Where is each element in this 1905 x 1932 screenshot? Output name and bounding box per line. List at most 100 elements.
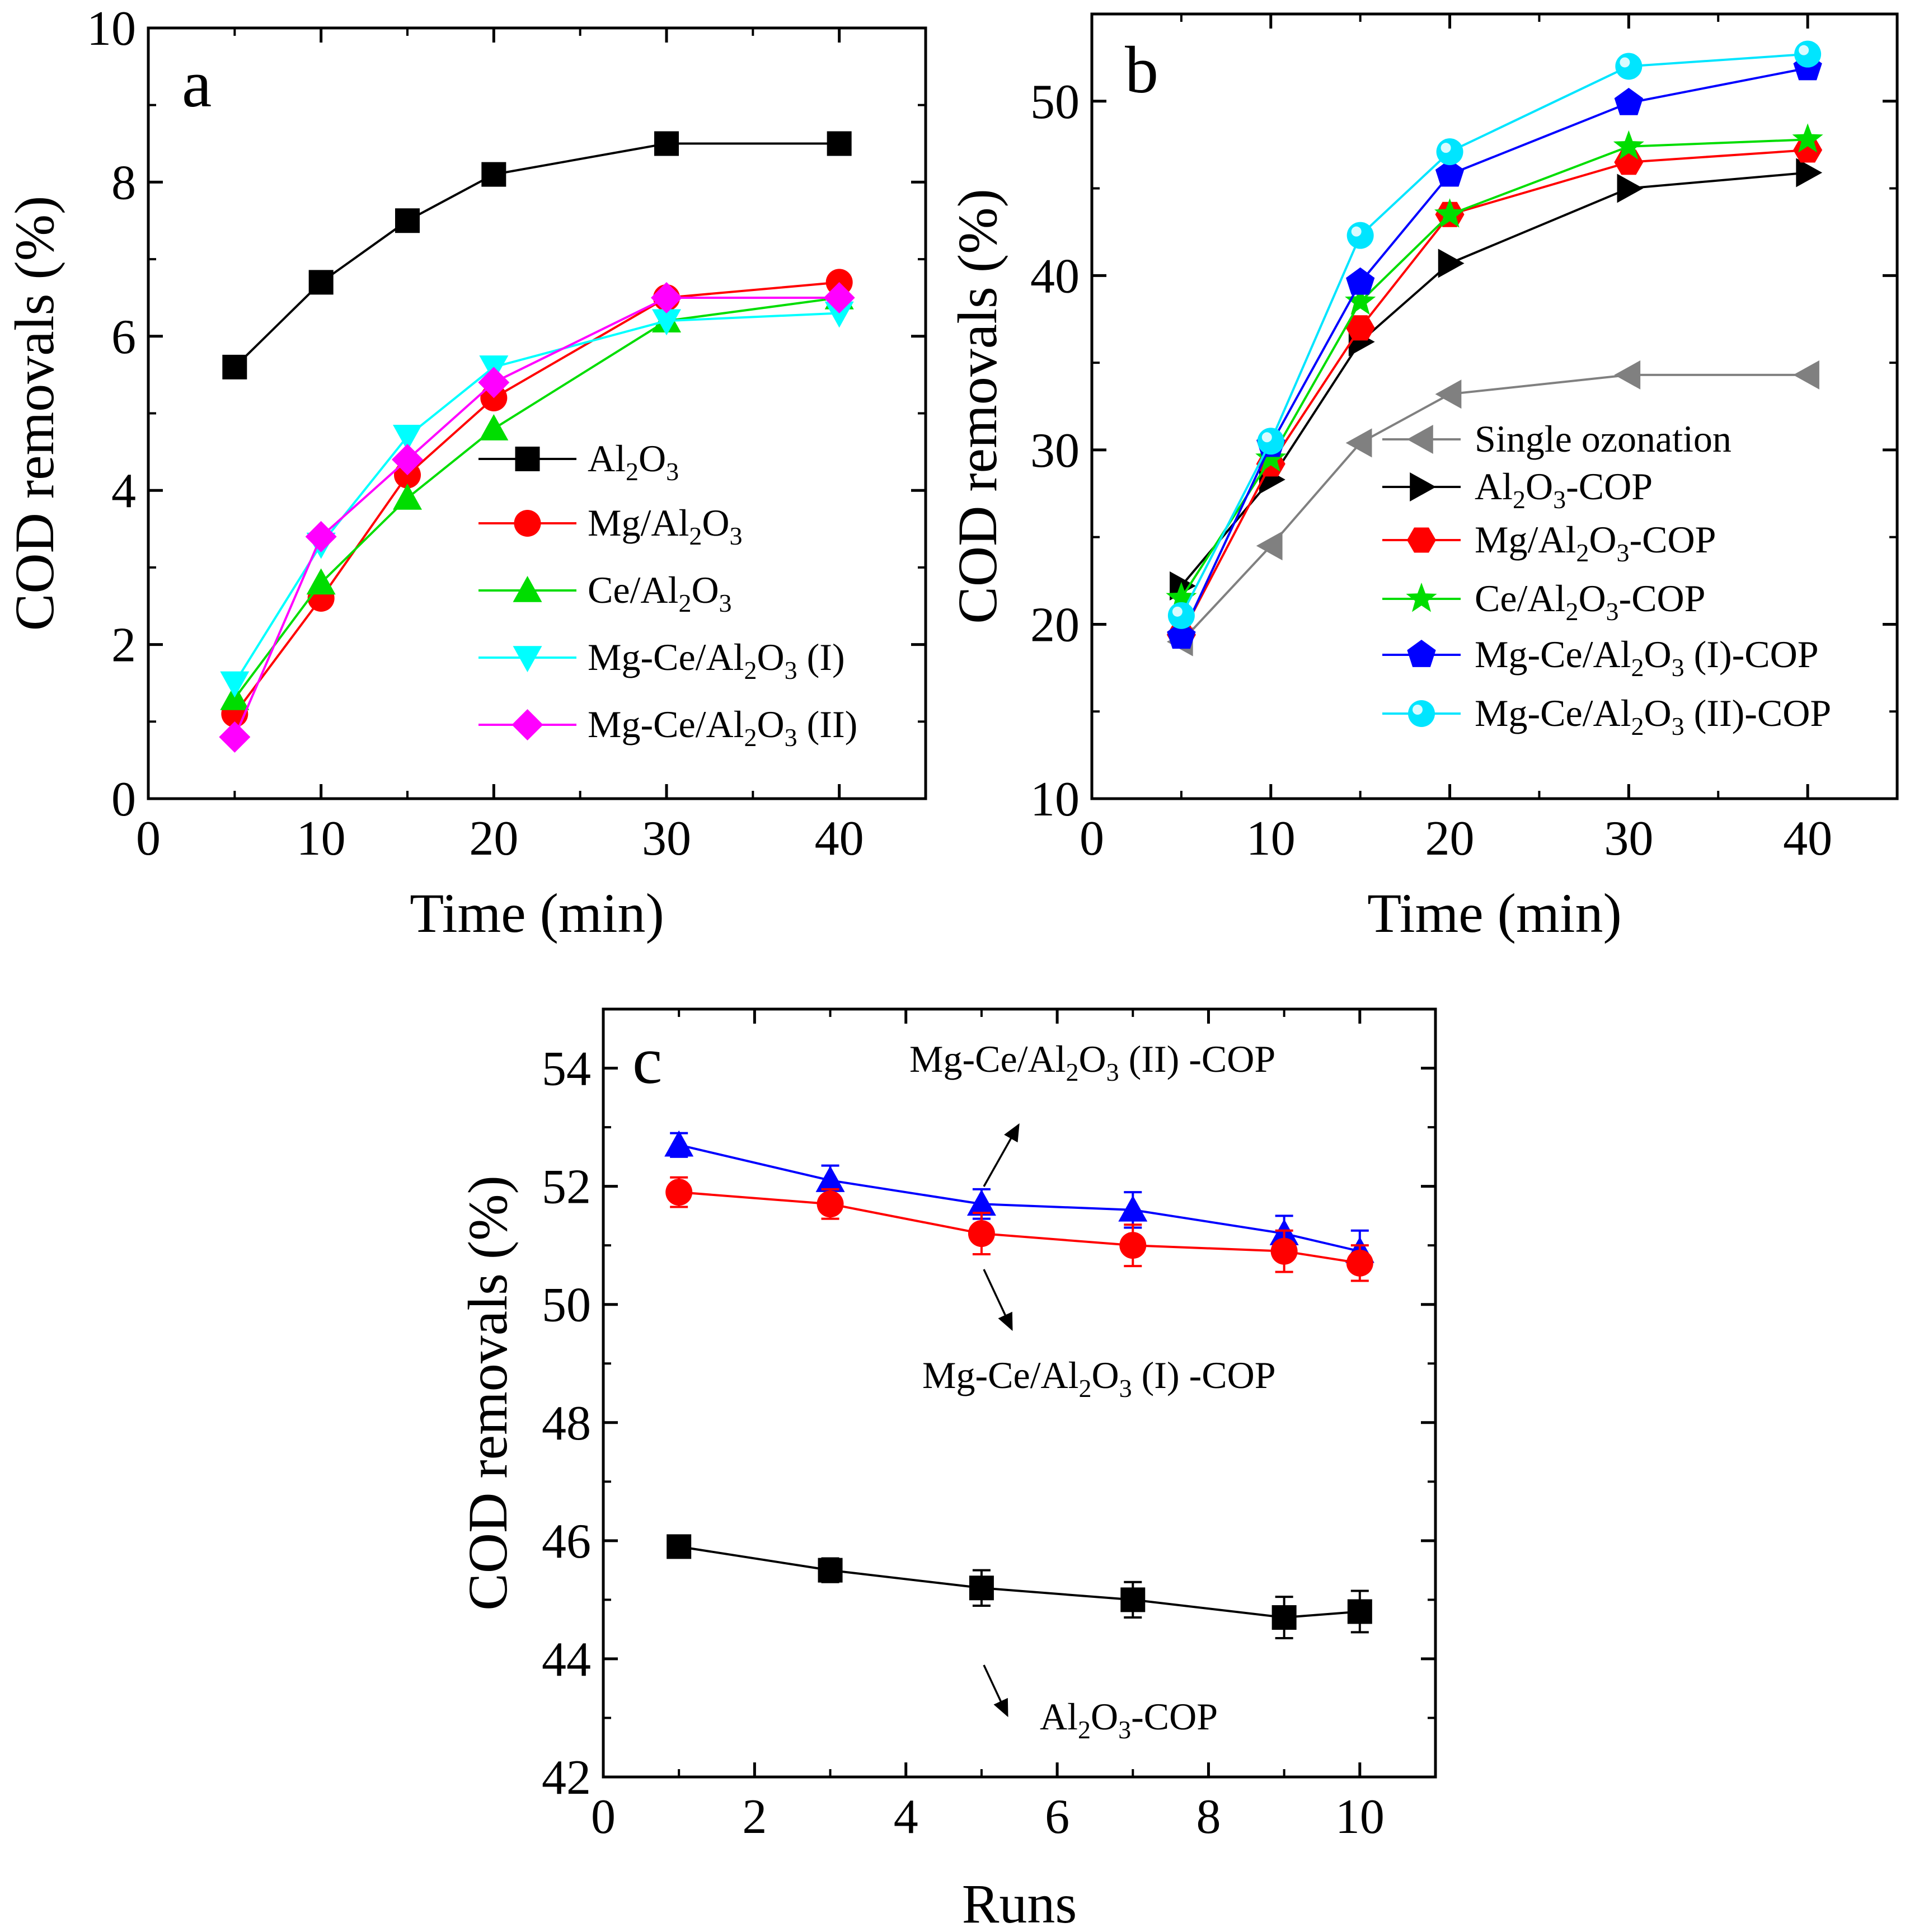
x-tick-label: 40 (815, 812, 864, 866)
legend-label: Mg-Ce/Al2O3 (II) (588, 703, 857, 752)
data-point (654, 131, 679, 156)
annotations: Mg-Ce/Al2O3 (II) -COP Mg-Ce/Al2O3 (I) -CO… (909, 1038, 1276, 1744)
legend-label: Mg-Ce/Al2O3 (I) (588, 636, 845, 684)
annotation-arrow (983, 1269, 1013, 1331)
x-tick-label: 0 (136, 812, 161, 866)
y-tick-label: 52 (542, 1160, 591, 1214)
legend: Al2O3 Mg/Al2O3 Ce/Al2O3 Mg-Ce/Al2O3 (I) Mg-C… (478, 437, 857, 752)
legend-marker (1407, 640, 1436, 667)
data-point (1434, 198, 1466, 228)
legend-marker (514, 510, 541, 537)
y-tick-label: 42 (542, 1751, 591, 1805)
y-tick-label: 44 (542, 1633, 591, 1687)
data-point (1792, 123, 1823, 153)
data-point (1794, 40, 1822, 68)
panel-letter: a (182, 46, 212, 121)
series-6 (1167, 40, 1822, 629)
data-point (393, 483, 422, 510)
data-point (1167, 602, 1195, 629)
series-3 (1166, 137, 1823, 648)
legend-label: Mg/Al2O3 (588, 501, 742, 550)
x-tick-label: 10 (297, 812, 346, 866)
x-tick-label: 4 (894, 1790, 918, 1844)
data-point (308, 270, 334, 295)
data-point (1167, 621, 1196, 649)
y-tick-label: 40 (1030, 249, 1080, 303)
series-line (1180, 53, 1808, 616)
y-tick-label: 10 (1030, 772, 1080, 827)
data-point (1617, 173, 1644, 203)
data-point (1435, 379, 1462, 409)
panel-letter: b (1125, 32, 1158, 107)
data-point (1166, 582, 1197, 612)
data-point (1257, 428, 1284, 455)
data-point (827, 131, 852, 156)
series-line (1180, 149, 1808, 636)
data-point (1613, 130, 1644, 160)
annotation-label: Mg-Ce/Al2O3 (II) -COP (909, 1038, 1275, 1086)
x-tick-label: 30 (642, 812, 691, 866)
legend-marker (513, 576, 542, 602)
data-point (481, 162, 506, 187)
series-line (1180, 138, 1808, 599)
data-point (1119, 1232, 1147, 1259)
legend-label: Ce/Al2O3-COP (1475, 577, 1705, 626)
legend-label: Al2O3 (588, 437, 679, 486)
data-point (305, 520, 337, 552)
legend-marker (1410, 472, 1436, 501)
data-point (222, 354, 247, 379)
y-tick-label: 50 (1030, 75, 1080, 129)
data-point (1120, 1587, 1146, 1612)
data-point (220, 671, 250, 698)
series-line (679, 1191, 1360, 1264)
data-point (393, 425, 422, 451)
legend-marker (512, 709, 543, 740)
x-axis-label: Time (min) (410, 882, 664, 944)
data-point (1793, 360, 1819, 390)
data-point (1271, 1605, 1297, 1630)
y-axis-label: COD removals (%) (3, 196, 65, 631)
data-point (823, 282, 855, 313)
series-line (1180, 67, 1808, 637)
data-point (306, 568, 336, 595)
x-axis-label: Time (min) (1367, 882, 1622, 944)
annotation-arrow (983, 1123, 1020, 1187)
series-3 (667, 1534, 1372, 1639)
data-point (1793, 137, 1823, 163)
data-point (815, 1166, 845, 1192)
data-point (1614, 87, 1644, 115)
data-point (667, 1534, 692, 1559)
y-tick-label: 6 (111, 310, 136, 364)
data-point (818, 1558, 843, 1583)
y-tick-label: 8 (111, 156, 136, 210)
data-point (664, 1130, 694, 1157)
data-point (817, 1190, 844, 1218)
series-line (233, 281, 839, 715)
annotation-label: Al2O3-COP (1040, 1695, 1218, 1744)
data-point (824, 301, 854, 328)
legend-label: Ce/Al2O3 (588, 569, 732, 617)
data-point (1436, 138, 1463, 166)
x-tick-label: 8 (1196, 1790, 1221, 1844)
y-tick-label: 20 (1030, 598, 1080, 652)
data-point (1270, 1237, 1298, 1265)
legend-label: Mg-Ce/Al2O3 (II)-COP (1475, 692, 1831, 740)
series-5 (219, 282, 855, 753)
chart-panel-a: 0 10 20 30 40 0 2 4 6 8 10 Time (min) COD removals (… (3, 2, 927, 944)
y-tick-label: 0 (111, 772, 136, 827)
x-tick-label: 20 (469, 812, 518, 866)
legend-marker (1408, 700, 1435, 727)
plot-frame (1090, 12, 1899, 800)
x-tick-label: 0 (591, 1790, 616, 1844)
data-point (1435, 159, 1465, 187)
data-point (651, 282, 682, 313)
data-point (1796, 158, 1823, 187)
y-tick-label: 46 (542, 1514, 591, 1569)
data-point (392, 444, 423, 476)
x-tick-label: 40 (1783, 812, 1832, 866)
series-line (678, 1545, 1360, 1619)
x-tick-label: 10 (1246, 812, 1296, 866)
